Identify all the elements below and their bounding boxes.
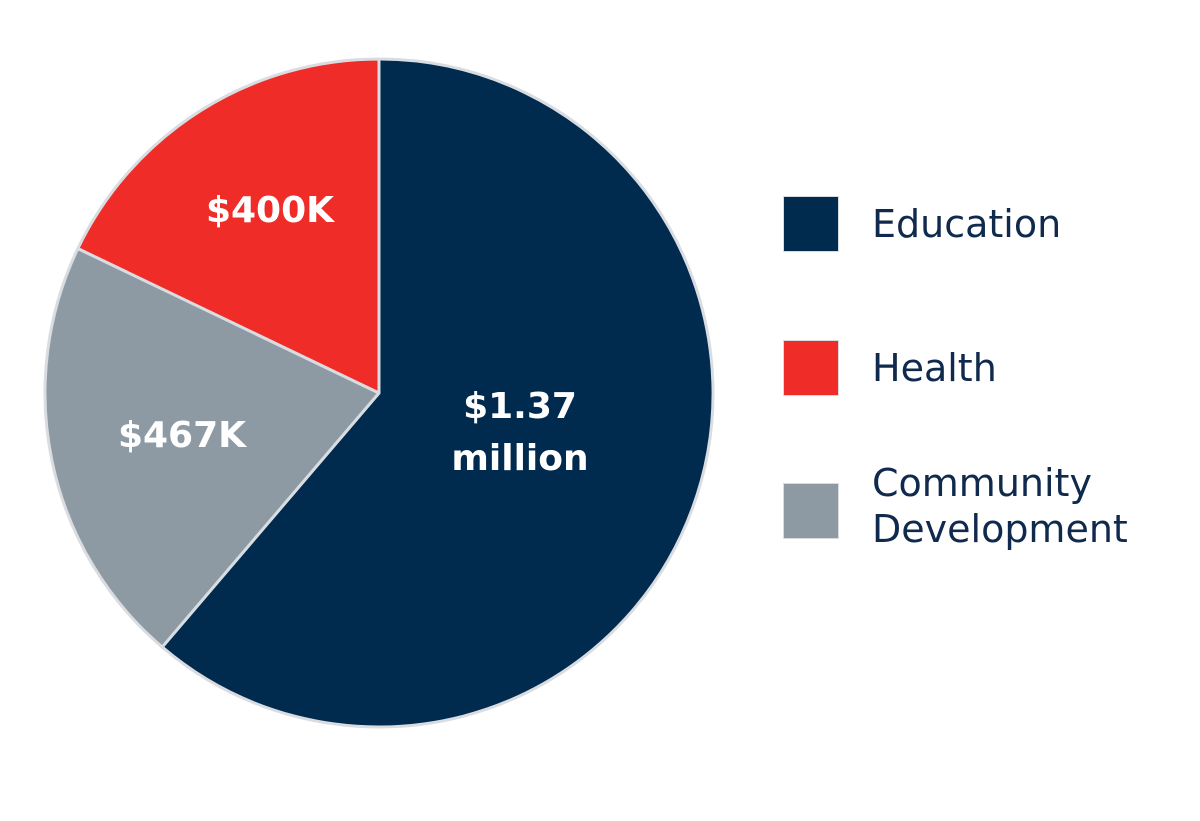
- legend-label-community-development: Community Development: [872, 461, 1128, 551]
- data-label-education: $1.37 million: [451, 386, 588, 479]
- pie-slice-health: [76, 57, 381, 395]
- legend-label-education: Education: [872, 202, 1062, 246]
- pie-slice-community-development: [43, 247, 381, 649]
- legend-swatch-community-development: [783, 483, 839, 539]
- pie-slice-education: [160, 57, 715, 729]
- data-label-health: $400K: [206, 190, 335, 231]
- legend-label-health: Health: [872, 346, 997, 390]
- legend-swatch-health: [783, 340, 839, 396]
- legend-swatch-education: [783, 196, 839, 252]
- data-label-community-development: $467K: [118, 415, 247, 456]
